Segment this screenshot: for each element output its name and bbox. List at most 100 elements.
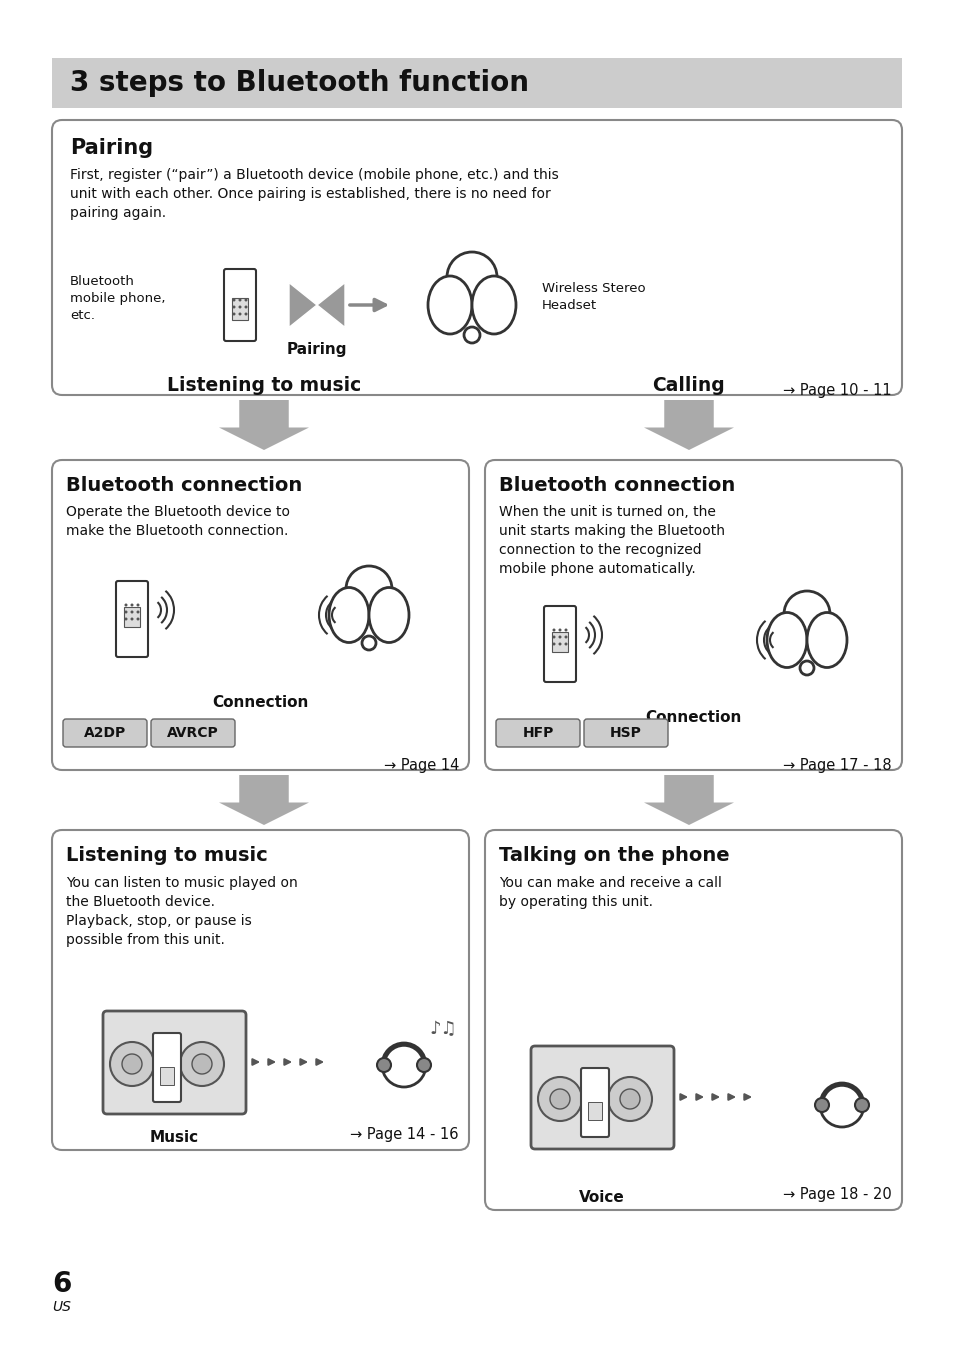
- Ellipse shape: [766, 612, 806, 667]
- Circle shape: [381, 1042, 426, 1087]
- FancyBboxPatch shape: [496, 720, 579, 746]
- Text: You can make and receive a call
by operating this unit.: You can make and receive a call by opera…: [498, 876, 721, 909]
- Circle shape: [125, 617, 128, 620]
- Ellipse shape: [428, 276, 472, 334]
- Text: → Page 10 - 11: → Page 10 - 11: [782, 383, 891, 398]
- Circle shape: [125, 611, 128, 613]
- Circle shape: [564, 628, 567, 632]
- Text: US: US: [52, 1301, 71, 1314]
- Circle shape: [820, 1083, 863, 1127]
- Polygon shape: [643, 399, 733, 451]
- Circle shape: [233, 312, 235, 316]
- Circle shape: [558, 628, 561, 632]
- Text: Listening to music: Listening to music: [66, 846, 268, 865]
- Circle shape: [180, 1042, 224, 1085]
- Text: First, register (“pair”) a Bluetooth device (mobile phone, etc.) and this
unit w: First, register (“pair”) a Bluetooth dev…: [70, 168, 558, 219]
- Circle shape: [552, 643, 555, 646]
- FancyBboxPatch shape: [152, 1033, 181, 1102]
- Text: Pairing: Pairing: [70, 139, 153, 157]
- Circle shape: [233, 305, 235, 308]
- Ellipse shape: [329, 588, 369, 643]
- Text: Bluetooth connection: Bluetooth connection: [66, 476, 302, 495]
- Circle shape: [233, 299, 235, 301]
- Text: Bluetooth
mobile phone,
etc.: Bluetooth mobile phone, etc.: [70, 274, 165, 321]
- Ellipse shape: [806, 612, 846, 667]
- Text: A2DP: A2DP: [84, 726, 126, 740]
- FancyBboxPatch shape: [232, 299, 248, 320]
- FancyBboxPatch shape: [63, 720, 147, 746]
- Circle shape: [125, 604, 128, 607]
- FancyBboxPatch shape: [160, 1067, 173, 1085]
- Circle shape: [238, 299, 241, 301]
- Circle shape: [376, 1059, 391, 1072]
- Circle shape: [552, 628, 555, 632]
- Circle shape: [131, 611, 133, 613]
- Text: Music: Music: [150, 1130, 198, 1145]
- Circle shape: [110, 1042, 153, 1085]
- Circle shape: [361, 636, 375, 650]
- Text: 6: 6: [52, 1270, 71, 1298]
- Text: HSP: HSP: [609, 726, 641, 740]
- Text: Talking on the phone: Talking on the phone: [498, 846, 729, 865]
- Text: Bluetooth connection: Bluetooth connection: [498, 476, 735, 495]
- FancyBboxPatch shape: [224, 269, 255, 342]
- Text: Wireless Stereo
Headset: Wireless Stereo Headset: [541, 282, 645, 312]
- Text: AVRCP: AVRCP: [167, 726, 218, 740]
- Circle shape: [416, 1059, 431, 1072]
- Circle shape: [238, 312, 241, 316]
- Text: You can listen to music played on
the Bluetooth device.
Playback, stop, or pause: You can listen to music played on the Bl…: [66, 876, 297, 947]
- FancyBboxPatch shape: [484, 830, 901, 1210]
- Text: Pairing: Pairing: [287, 342, 347, 356]
- FancyBboxPatch shape: [580, 1068, 608, 1137]
- Circle shape: [800, 660, 813, 675]
- Circle shape: [238, 305, 241, 308]
- Polygon shape: [219, 775, 309, 824]
- Circle shape: [192, 1054, 212, 1075]
- Circle shape: [136, 611, 139, 613]
- Circle shape: [136, 604, 139, 607]
- FancyBboxPatch shape: [124, 607, 140, 627]
- Polygon shape: [289, 282, 316, 327]
- FancyBboxPatch shape: [587, 1102, 601, 1120]
- Text: → Page 14: → Page 14: [383, 759, 458, 773]
- Circle shape: [564, 643, 567, 646]
- FancyBboxPatch shape: [531, 1046, 673, 1149]
- Text: 3 steps to Bluetooth function: 3 steps to Bluetooth function: [70, 69, 529, 97]
- Circle shape: [607, 1077, 651, 1120]
- Polygon shape: [643, 775, 733, 824]
- Text: Connection: Connection: [644, 710, 740, 725]
- Text: Calling: Calling: [652, 377, 724, 395]
- Ellipse shape: [472, 276, 516, 334]
- Circle shape: [814, 1098, 828, 1112]
- Circle shape: [136, 617, 139, 620]
- FancyBboxPatch shape: [543, 607, 576, 682]
- Circle shape: [558, 635, 561, 639]
- FancyBboxPatch shape: [52, 830, 469, 1150]
- Text: Listening to music: Listening to music: [167, 377, 361, 395]
- Circle shape: [558, 643, 561, 646]
- FancyBboxPatch shape: [52, 58, 901, 108]
- FancyBboxPatch shape: [116, 581, 148, 656]
- Circle shape: [244, 312, 247, 316]
- FancyBboxPatch shape: [52, 460, 469, 769]
- Circle shape: [550, 1089, 569, 1110]
- Text: When the unit is turned on, the
unit starts making the Bluetooth
connection to t: When the unit is turned on, the unit sta…: [498, 504, 724, 576]
- FancyBboxPatch shape: [484, 460, 901, 769]
- Polygon shape: [219, 399, 309, 451]
- Circle shape: [619, 1089, 639, 1110]
- Circle shape: [564, 635, 567, 639]
- Text: Operate the Bluetooth device to
make the Bluetooth connection.: Operate the Bluetooth device to make the…: [66, 504, 290, 538]
- Ellipse shape: [369, 588, 409, 643]
- Text: → Page 18 - 20: → Page 18 - 20: [782, 1188, 891, 1202]
- FancyBboxPatch shape: [151, 720, 234, 746]
- Text: Voice: Voice: [578, 1190, 624, 1205]
- Text: Connection: Connection: [212, 695, 308, 710]
- FancyBboxPatch shape: [103, 1011, 246, 1114]
- Text: → Page 17 - 18: → Page 17 - 18: [782, 759, 891, 773]
- Circle shape: [537, 1077, 581, 1120]
- Circle shape: [244, 299, 247, 301]
- Text: → Page 14 - 16: → Page 14 - 16: [350, 1127, 458, 1142]
- Polygon shape: [316, 282, 345, 327]
- Circle shape: [244, 305, 247, 308]
- FancyBboxPatch shape: [552, 632, 567, 652]
